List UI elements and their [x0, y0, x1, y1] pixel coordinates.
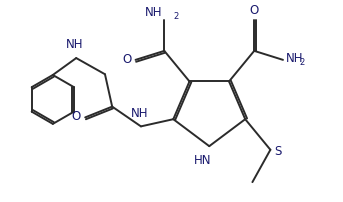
Text: NH: NH [66, 38, 83, 51]
Text: 2: 2 [299, 58, 305, 67]
Text: O: O [122, 53, 131, 66]
Text: 2: 2 [173, 12, 179, 21]
Text: HN: HN [194, 154, 212, 167]
Text: NH: NH [145, 5, 163, 19]
Text: NH: NH [285, 52, 303, 65]
Text: S: S [275, 145, 282, 158]
Text: NH: NH [130, 107, 148, 120]
Text: O: O [250, 4, 259, 17]
Text: O: O [72, 110, 81, 123]
